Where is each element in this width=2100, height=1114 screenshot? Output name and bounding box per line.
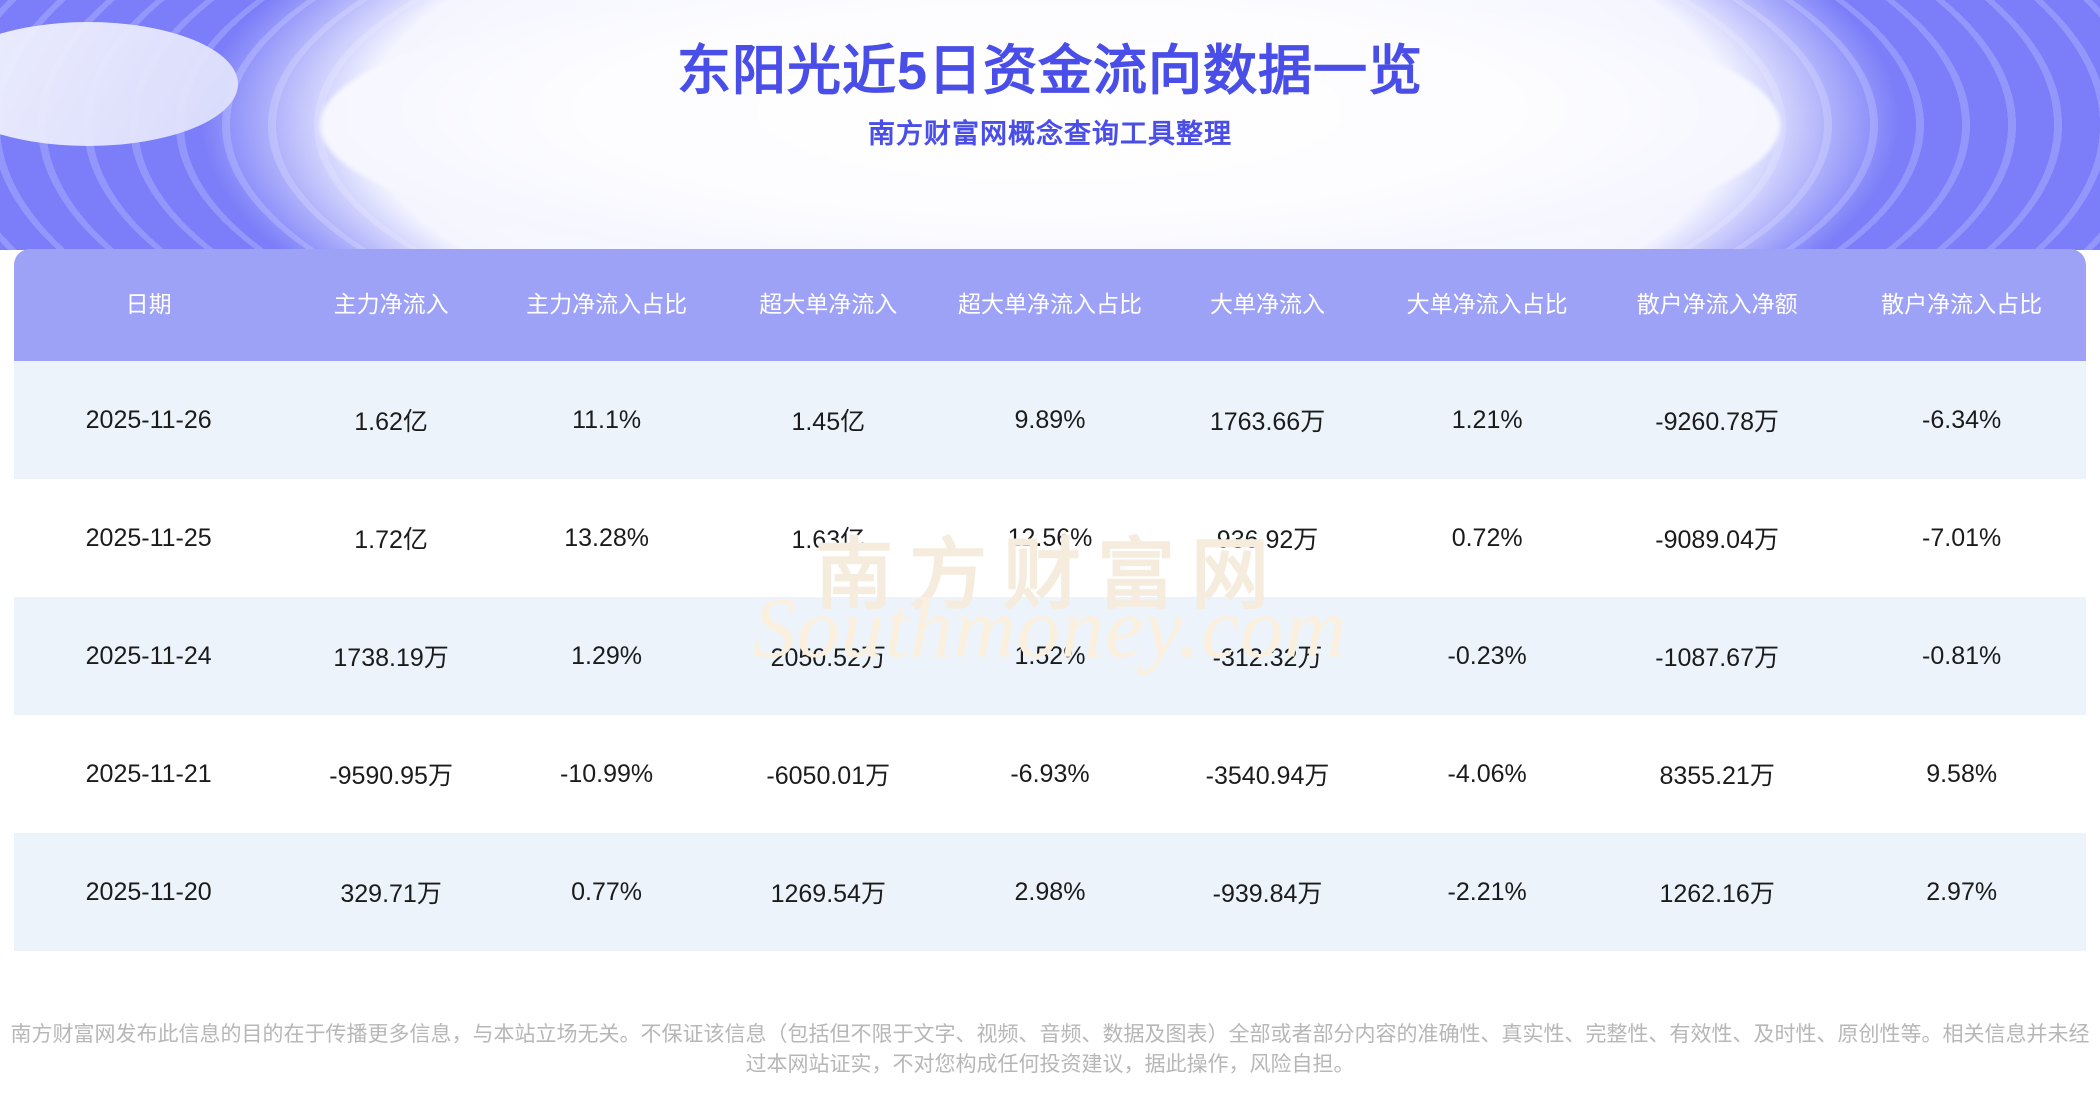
cell-lg-net: 1763.66万 xyxy=(1157,361,1378,479)
column-header-date: 日期 xyxy=(14,249,284,361)
table-header-row: 日期 主力净流入 主力净流入占比 超大单净流入 超大单净流入占比 大单净流入 大… xyxy=(14,249,2086,361)
column-header-xl-net: 超大单净流入 xyxy=(714,249,943,361)
cell-main-net: 329.71万 xyxy=(283,833,499,951)
cell-lg-net: 936.92万 xyxy=(1157,479,1378,597)
column-header-retail-pct: 散户净流入占比 xyxy=(1837,249,2086,361)
cell-lg-pct: -0.23% xyxy=(1377,597,1597,715)
column-header-main-net: 主力净流入 xyxy=(283,249,499,361)
column-header-xl-pct: 超大单净流入占比 xyxy=(942,249,1158,361)
table-head: 日期 主力净流入 主力净流入占比 超大单净流入 超大单净流入占比 大单净流入 大… xyxy=(14,249,2086,361)
cell-lg-net: -312.32万 xyxy=(1157,597,1378,715)
table-row: 2025-11-20 329.71万 0.77% 1269.54万 2.98% … xyxy=(14,833,2086,951)
cell-main-net: -9590.95万 xyxy=(283,715,499,833)
cell-lg-pct: 0.72% xyxy=(1377,479,1597,597)
disclaimer-text: 南方财富网发布此信息的目的在于传播更多信息，与本站立场无关。不保证该信息（包括但… xyxy=(10,1023,2090,1077)
cell-main-pct: 13.28% xyxy=(498,479,715,597)
cell-retail-pct: -0.81% xyxy=(1837,597,2086,715)
cell-xl-pct: 1.52% xyxy=(942,597,1158,715)
table-row: 2025-11-26 1.62亿 11.1% 1.45亿 9.89% 1763.… xyxy=(14,361,2086,479)
cell-date: 2025-11-20 xyxy=(14,833,284,951)
cell-retail-net: -9260.78万 xyxy=(1596,361,1838,479)
cell-main-pct: 11.1% xyxy=(498,361,715,479)
cell-lg-pct: 1.21% xyxy=(1377,361,1597,479)
cell-retail-net: -1087.67万 xyxy=(1596,597,1838,715)
cell-xl-net: 1269.54万 xyxy=(714,833,943,951)
cell-date: 2025-11-26 xyxy=(14,361,284,479)
cell-xl-pct: 2.98% xyxy=(942,833,1158,951)
cell-lg-pct: -4.06% xyxy=(1377,715,1597,833)
cell-retail-net: 1262.16万 xyxy=(1596,833,1838,951)
cell-lg-pct: -2.21% xyxy=(1377,833,1597,951)
cell-retail-pct: -7.01% xyxy=(1837,479,2086,597)
cell-date: 2025-11-21 xyxy=(14,715,284,833)
cell-retail-pct: 2.97% xyxy=(1837,833,2086,951)
cell-lg-net: -3540.94万 xyxy=(1157,715,1378,833)
cell-main-pct: 0.77% xyxy=(498,833,715,951)
cell-retail-net: -9089.04万 xyxy=(1596,479,1838,597)
cell-xl-pct: 9.89% xyxy=(942,361,1158,479)
cell-main-net: 1.62亿 xyxy=(283,361,499,479)
cell-retail-net: 8355.21万 xyxy=(1596,715,1838,833)
column-header-lg-pct: 大单净流入占比 xyxy=(1377,249,1597,361)
column-header-retail-net: 散户净流入净额 xyxy=(1596,249,1838,361)
cell-xl-pct: 12.56% xyxy=(942,479,1158,597)
cell-main-pct: 1.29% xyxy=(498,597,715,715)
table-row: 2025-11-24 1738.19万 1.29% 2050.52万 1.52%… xyxy=(14,597,2086,715)
banner-center-glow xyxy=(320,0,1780,250)
cell-main-net: 1738.19万 xyxy=(283,597,499,715)
fund-flow-table-container: 日期 主力净流入 主力净流入占比 超大单净流入 超大单净流入占比 大单净流入 大… xyxy=(14,249,2086,951)
table-row: 2025-11-21 -9590.95万 -10.99% -6050.01万 -… xyxy=(14,715,2086,833)
cell-retail-pct: 9.58% xyxy=(1837,715,2086,833)
page-subtitle: 南方财富网概念查询工具整理 xyxy=(868,119,1232,149)
banner-oval-decoration xyxy=(0,22,238,146)
cell-xl-net: 2050.52万 xyxy=(714,597,943,715)
cell-xl-net: 1.63亿 xyxy=(714,479,943,597)
table-row: 2025-11-25 1.72亿 13.28% 1.63亿 12.56% 936… xyxy=(14,479,2086,597)
column-header-lg-net: 大单净流入 xyxy=(1157,249,1378,361)
cell-xl-pct: -6.93% xyxy=(942,715,1158,833)
cell-retail-pct: -6.34% xyxy=(1837,361,2086,479)
cell-xl-net: 1.45亿 xyxy=(714,361,943,479)
cell-date: 2025-11-25 xyxy=(14,479,284,597)
cell-date: 2025-11-24 xyxy=(14,597,284,715)
cell-lg-net: -939.84万 xyxy=(1157,833,1378,951)
column-header-main-pct: 主力净流入占比 xyxy=(498,249,715,361)
cell-main-pct: -10.99% xyxy=(498,715,715,833)
cell-main-net: 1.72亿 xyxy=(283,479,499,597)
cell-xl-net: -6050.01万 xyxy=(714,715,943,833)
header-banner: 东阳光近5日资金流向数据一览 南方财富网概念查询工具整理 xyxy=(0,0,2100,250)
fund-flow-table: 日期 主力净流入 主力净流入占比 超大单净流入 超大单净流入占比 大单净流入 大… xyxy=(14,249,2086,951)
page-title: 东阳光近5日资金流向数据一览 xyxy=(676,41,1424,101)
table-body: 2025-11-26 1.62亿 11.1% 1.45亿 9.89% 1763.… xyxy=(14,361,2086,951)
